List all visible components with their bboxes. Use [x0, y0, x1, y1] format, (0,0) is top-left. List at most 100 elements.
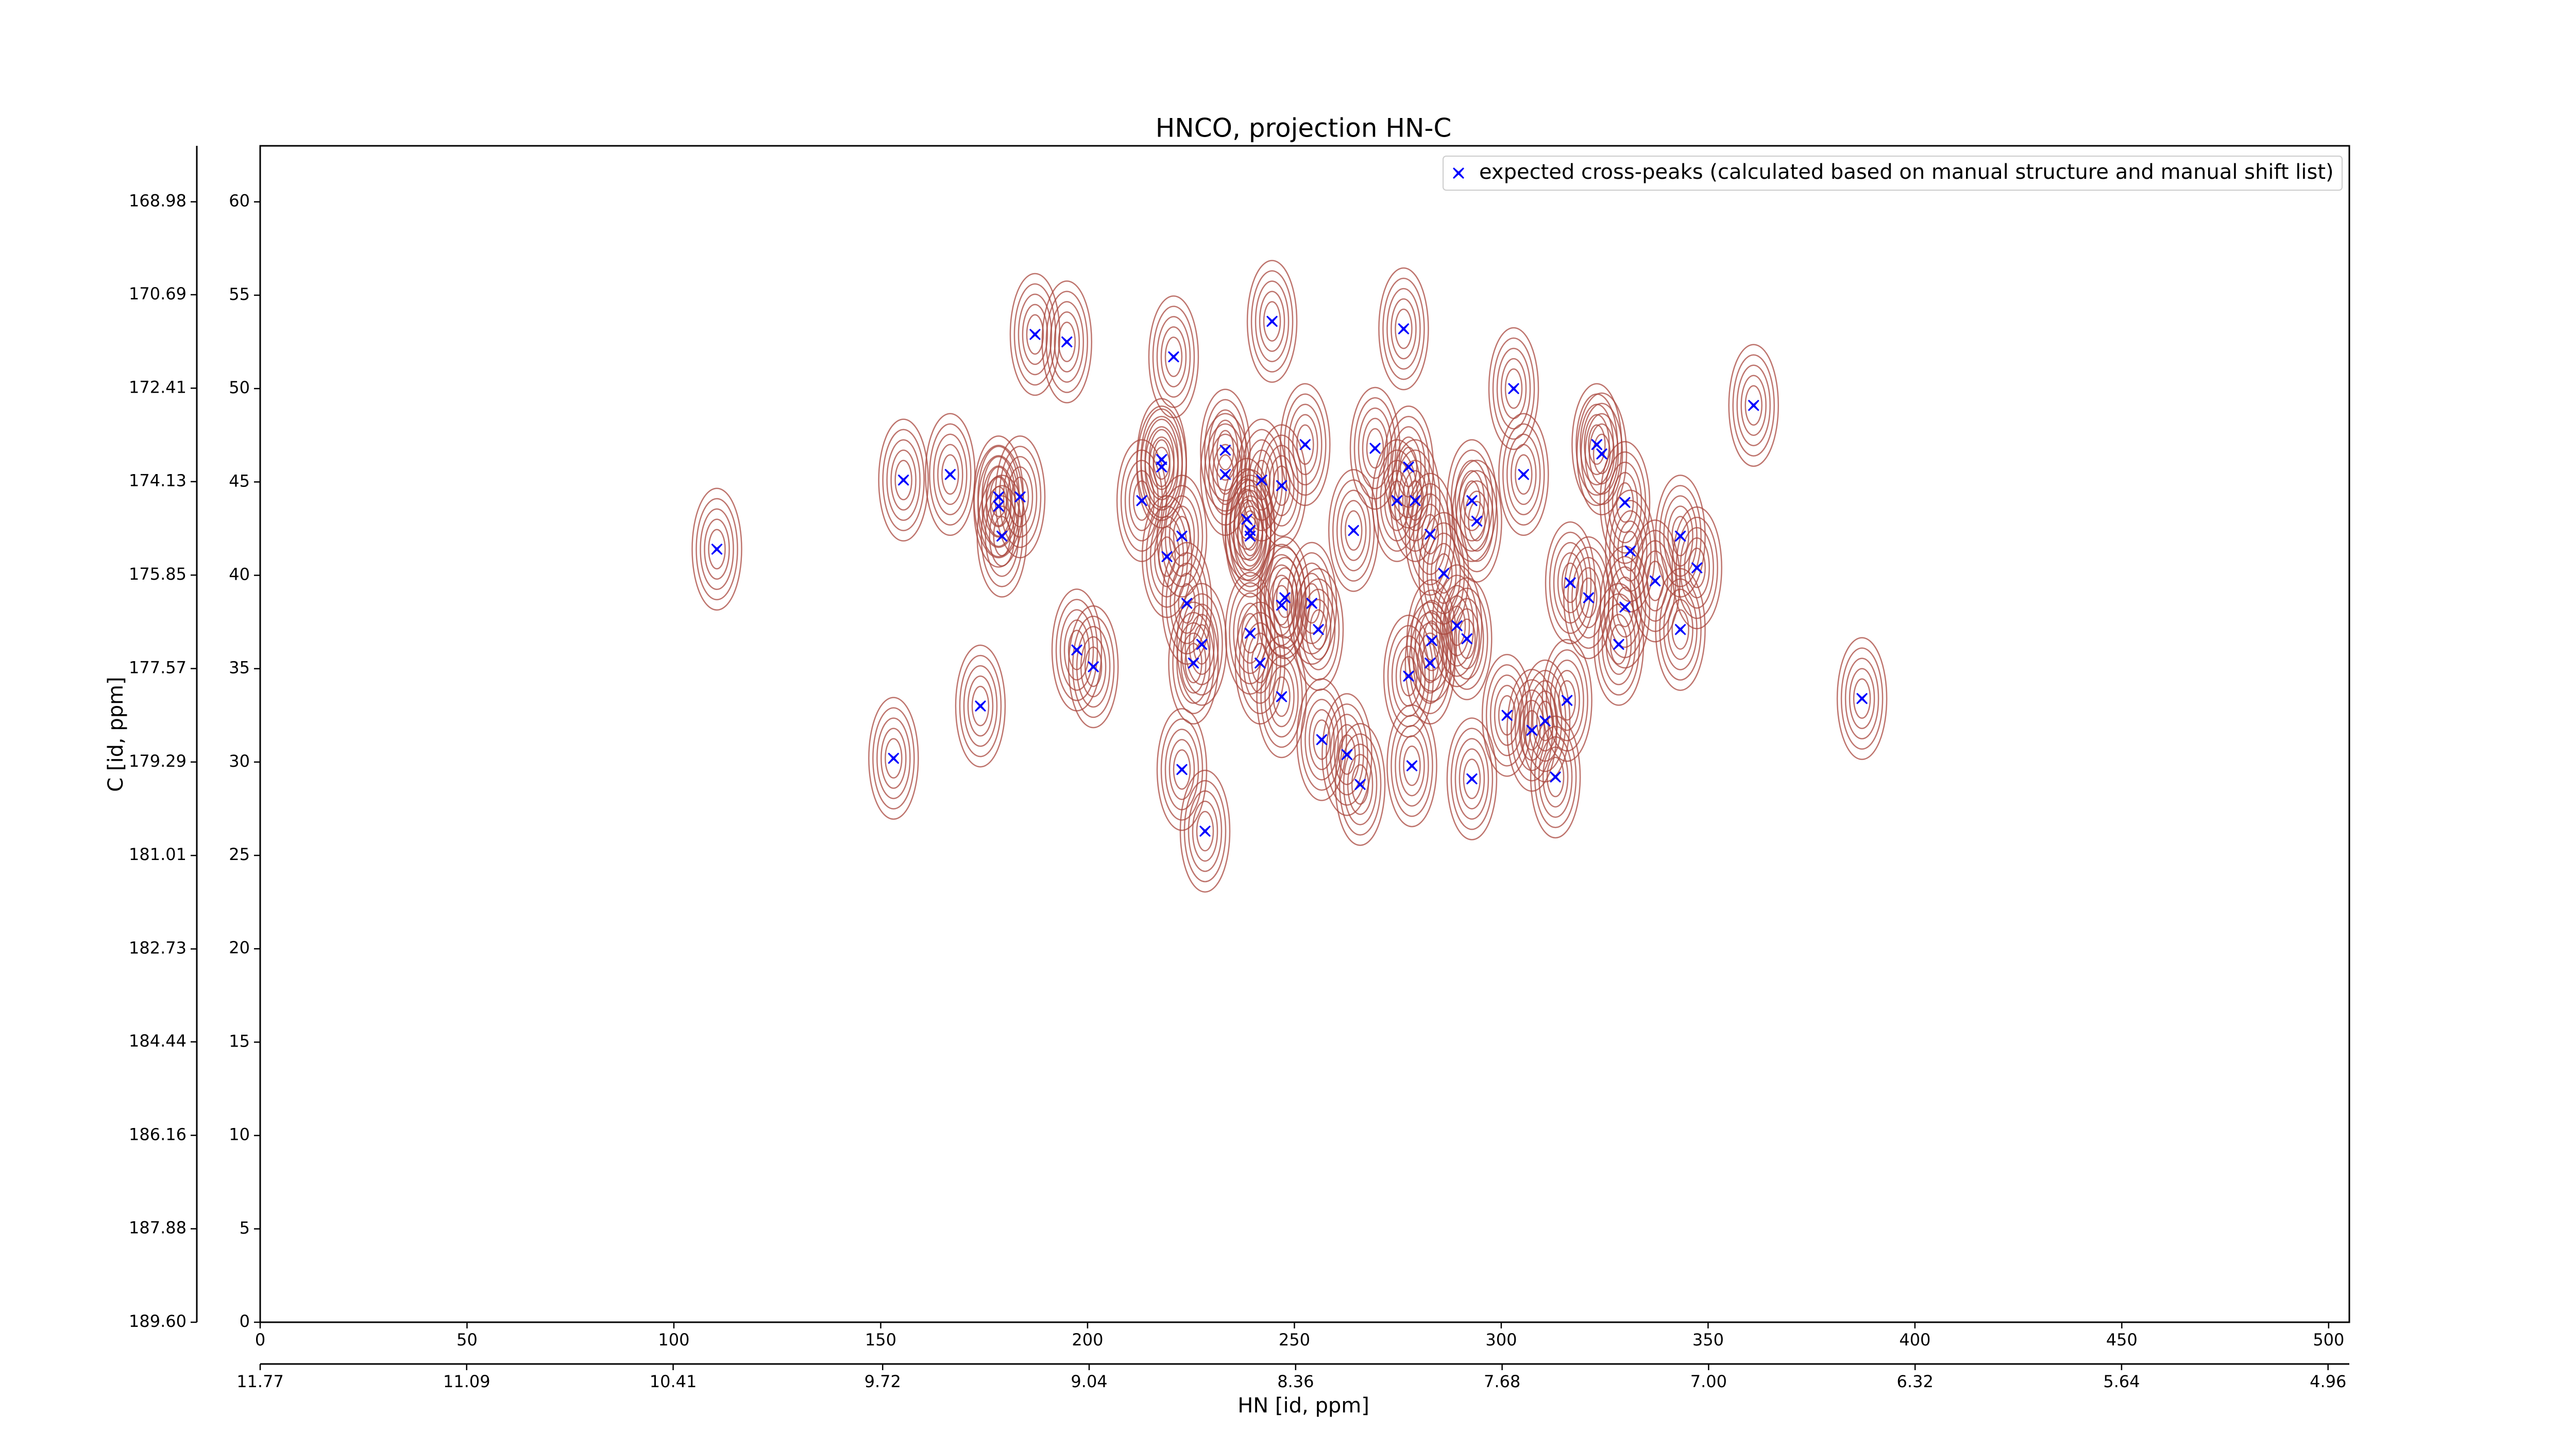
y-tick-label: 5 [240, 1218, 250, 1238]
contour [1494, 685, 1520, 746]
contour [1196, 811, 1214, 852]
x2-tick-label: 6.32 [1897, 1372, 1934, 1391]
peak-marker [1691, 562, 1703, 574]
peak-marker [1438, 567, 1450, 579]
contour [959, 654, 1002, 757]
x2-tick-label: 11.77 [236, 1372, 284, 1391]
contour [1489, 675, 1524, 756]
contour [1268, 575, 1295, 636]
contour [1849, 668, 1875, 729]
contour [1398, 460, 1433, 542]
contour [696, 498, 738, 600]
peak-marker [711, 543, 723, 555]
contour [1045, 291, 1089, 393]
peak-marker [1219, 444, 1231, 456]
peak-marker [1341, 749, 1353, 761]
contour [1233, 592, 1267, 675]
peak-marker [1312, 624, 1324, 635]
peak-marker [1244, 627, 1256, 639]
contour [876, 717, 911, 799]
contour [1496, 347, 1531, 430]
x-tick-label: 150 [865, 1330, 896, 1350]
contour [700, 508, 734, 590]
contour [1260, 554, 1303, 656]
contour [1463, 759, 1481, 799]
contour [1080, 636, 1107, 698]
contour [1607, 461, 1642, 544]
legend-box [1443, 156, 2343, 191]
contour [1382, 277, 1425, 380]
peak-marker [1071, 644, 1083, 656]
contour [1549, 531, 1592, 634]
peak-marker [1466, 773, 1478, 785]
contour [1084, 646, 1103, 687]
contour [1607, 566, 1642, 648]
peak-marker [1748, 399, 1759, 411]
peak-marker [1188, 657, 1199, 669]
contour [963, 665, 998, 747]
contour [1616, 482, 1634, 523]
peak-marker [993, 491, 1005, 503]
y2-tick-label: 186.16 [129, 1124, 187, 1144]
contour [1358, 407, 1393, 490]
contour [1506, 433, 1541, 516]
peak-marker [1550, 771, 1562, 783]
contour [1204, 399, 1247, 501]
peak-marker [1466, 495, 1478, 507]
y-tick-label: 55 [229, 284, 250, 304]
contour [894, 460, 912, 500]
contour [1305, 599, 1332, 660]
contour [941, 454, 959, 495]
x2-tick-label: 11.09 [443, 1372, 490, 1391]
contour [1296, 424, 1314, 465]
peak-marker [1176, 530, 1188, 542]
contour [1264, 564, 1299, 646]
peak-marker [1471, 515, 1483, 527]
peak-marker [1518, 468, 1530, 480]
y2-tick-label: 168.98 [129, 191, 187, 211]
y-tick-label: 25 [229, 845, 250, 864]
x-tick-label: 300 [1485, 1330, 1517, 1350]
contour [1546, 756, 1565, 798]
contour [1049, 301, 1084, 383]
peak-marker [1649, 575, 1661, 587]
y2-tick-label: 179.29 [129, 751, 187, 771]
peak-marker [974, 700, 986, 712]
contour [1216, 430, 1234, 470]
contour [1263, 301, 1281, 342]
contour [1391, 714, 1433, 817]
contour [1402, 470, 1429, 531]
contour [1395, 436, 1422, 498]
contour [985, 495, 1019, 577]
peak-marker [1526, 724, 1538, 736]
contour [1178, 583, 1196, 624]
contour [1671, 516, 1689, 557]
contour [1593, 583, 1645, 706]
peak-marker [1424, 657, 1436, 669]
contour [1173, 749, 1191, 790]
contour [1362, 417, 1388, 479]
peak-marker [1398, 323, 1410, 335]
contour [1671, 609, 1689, 650]
peak-marker [1591, 439, 1603, 450]
contour [1498, 413, 1549, 536]
contour [1740, 375, 1767, 436]
peak-marker [1199, 825, 1211, 837]
contour [976, 475, 1027, 598]
contour [1172, 612, 1215, 715]
contour [1256, 635, 1307, 759]
x2-tick-label: 10.41 [650, 1372, 697, 1391]
contour [1345, 510, 1363, 551]
contour [1273, 676, 1291, 717]
x-tick-label: 400 [1899, 1330, 1930, 1350]
contour [1663, 588, 1698, 670]
peak-marker [1354, 779, 1366, 790]
contour [1421, 514, 1439, 555]
contour [1250, 270, 1294, 373]
contour [1343, 744, 1378, 825]
contour [1446, 439, 1498, 562]
contour [1840, 647, 1884, 750]
contour [1601, 603, 1636, 685]
contour [1736, 364, 1771, 446]
